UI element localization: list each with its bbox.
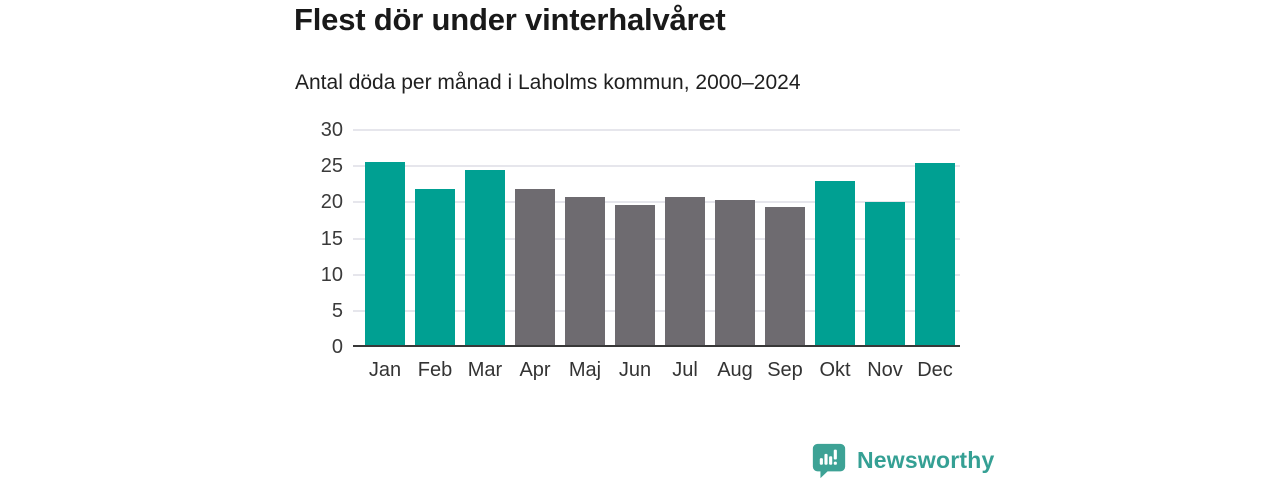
y-tick-label-20: 20 xyxy=(320,191,343,214)
bar-feb xyxy=(415,188,455,345)
chart-subtitle: Antal döda per månad i Laholms kommun, 2… xyxy=(295,71,801,94)
x-tick-label-feb: Feb xyxy=(417,359,453,381)
bar-okt xyxy=(815,180,855,345)
x-tick-label-maj: Maj xyxy=(568,359,602,381)
gridline-5 xyxy=(353,309,960,312)
bar-maj xyxy=(565,197,605,345)
bar-mar xyxy=(465,169,505,345)
bar-sep xyxy=(765,206,805,345)
x-tick-label-apr: Apr xyxy=(519,359,551,381)
x-tick-label-jul: Jul xyxy=(672,359,698,381)
x-tick-label-dec: Dec xyxy=(917,359,953,381)
x-tick-label-nov: Nov xyxy=(867,359,903,381)
chart-title: Flest dör under vinterhalvåret xyxy=(294,2,726,37)
y-tick-label-15: 15 xyxy=(320,227,343,250)
bar-jan xyxy=(365,162,405,345)
bar-apr xyxy=(515,189,555,345)
x-tick-label-jan: Jan xyxy=(368,359,402,381)
bar-nov xyxy=(865,201,905,345)
x-tick-label-aug: Aug xyxy=(717,359,753,381)
gridline-15 xyxy=(353,237,960,240)
newsworthy-logo-icon xyxy=(810,441,848,480)
gridline-30 xyxy=(353,129,960,131)
x-tick-label-okt: Okt xyxy=(819,359,851,381)
gridline-25 xyxy=(353,165,960,168)
y-tick-label-0: 0 xyxy=(331,336,343,358)
y-tick-label-10: 10 xyxy=(320,263,343,286)
x-tick-label-mar: Mar xyxy=(467,359,503,381)
bar-dec xyxy=(915,162,955,345)
x-tick-label-sep: Sep xyxy=(767,359,803,381)
x-tick-label-jun: Jun xyxy=(618,359,652,381)
brand-footer: Newsworthy xyxy=(810,441,994,480)
gridline-20 xyxy=(353,201,960,204)
y-tick-label-25: 25 xyxy=(320,155,343,178)
bar-jun xyxy=(615,205,655,345)
plot-area xyxy=(353,129,960,347)
bar-jul xyxy=(665,196,705,345)
brand-name: Newsworthy xyxy=(857,447,995,473)
bar-aug xyxy=(715,199,755,345)
gridline-10 xyxy=(353,273,960,276)
y-tick-label-5: 5 xyxy=(331,299,343,322)
y-tick-label-30: 30 xyxy=(320,119,343,141)
